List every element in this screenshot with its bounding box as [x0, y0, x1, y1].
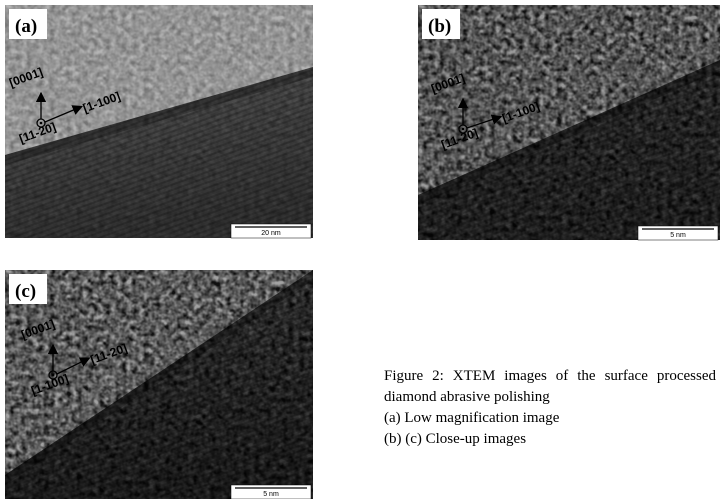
- page: (a)[0001][1-100][11-20]20 nm (b)[0001][1-…: [0, 0, 720, 499]
- caption-item: (a) Low magnification image: [384, 408, 720, 429]
- panel-label: (c): [15, 281, 36, 302]
- scale-bar-label: 5 nm: [670, 232, 686, 239]
- tem-image: (b)[0001][1-100][11-20]5 nm: [418, 5, 720, 240]
- tem-image: (a)[0001][1-100][11-20]20 nm: [5, 5, 313, 238]
- scale-bar-label: 5 nm: [263, 491, 279, 498]
- scale-bar-label: 20 nm: [261, 230, 281, 237]
- panel-label: (a): [15, 16, 37, 37]
- caption-box: Figure 2: XTEM images of the surface pro…: [384, 366, 720, 499]
- caption-item: (b) (c) Close-up images: [384, 429, 720, 450]
- tem-image: (c)[0001][11-20][1-100]5 nm: [5, 270, 313, 499]
- panel-label: (b): [428, 16, 451, 37]
- caption-title: Figure 2: XTEM images of the surface pro…: [384, 366, 720, 408]
- caption: Figure 2: XTEM images of the surface pro…: [384, 366, 720, 450]
